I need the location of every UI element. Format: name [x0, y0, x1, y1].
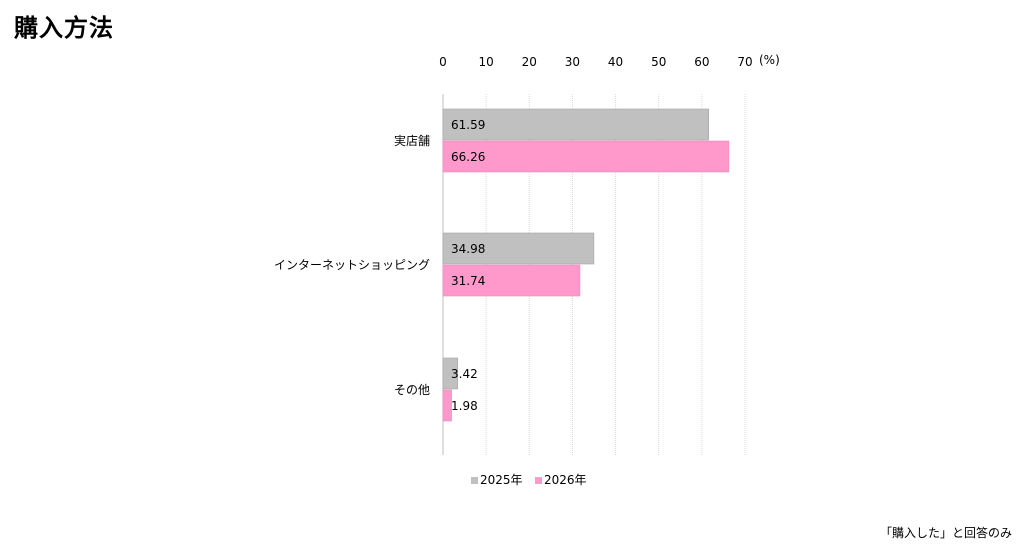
x-tick-label: 30 [565, 55, 580, 69]
category-label: インターネットショッピング [274, 258, 430, 272]
x-tick-label: 60 [694, 55, 709, 69]
x-axis-ticks: 0 10 20 30 40 50 60 70 (%) [439, 53, 780, 69]
unit-label: (%) [759, 53, 780, 67]
bar [442, 357, 459, 390]
x-tick-label: 10 [479, 55, 494, 69]
data-label: 61.59 [451, 118, 485, 132]
legend-swatch [471, 477, 478, 484]
bar [442, 140, 730, 173]
data-label: 1.98 [451, 399, 478, 413]
bar [442, 264, 581, 297]
footnote: 「購入した」と回答のみ [879, 526, 1012, 540]
legend-label: 2025年 [480, 473, 523, 487]
data-label: 66.26 [451, 150, 485, 164]
bar [442, 232, 595, 265]
x-tick-label: 0 [439, 55, 447, 69]
category-label: その他 [394, 383, 430, 397]
bars [442, 108, 730, 422]
page-title: 購入方法 [14, 14, 114, 42]
data-label: 3.42 [451, 367, 478, 381]
data-labels: 61.59 66.26 34.98 31.74 3.42 1.98 [451, 118, 485, 413]
bar [442, 108, 710, 141]
bar [442, 389, 452, 422]
x-tick-label: 20 [522, 55, 537, 69]
category-label: 実店舗 [394, 133, 430, 148]
data-label: 31.74 [451, 274, 485, 288]
data-label: 34.98 [451, 242, 485, 256]
x-tick-label: 40 [608, 55, 623, 69]
x-tick-label: 70 [737, 55, 752, 69]
legend-swatch [535, 477, 542, 484]
legend-label: 2026年 [544, 473, 587, 487]
x-tick-label: 50 [651, 55, 666, 69]
legend: 2025年 2026年 [471, 473, 587, 487]
